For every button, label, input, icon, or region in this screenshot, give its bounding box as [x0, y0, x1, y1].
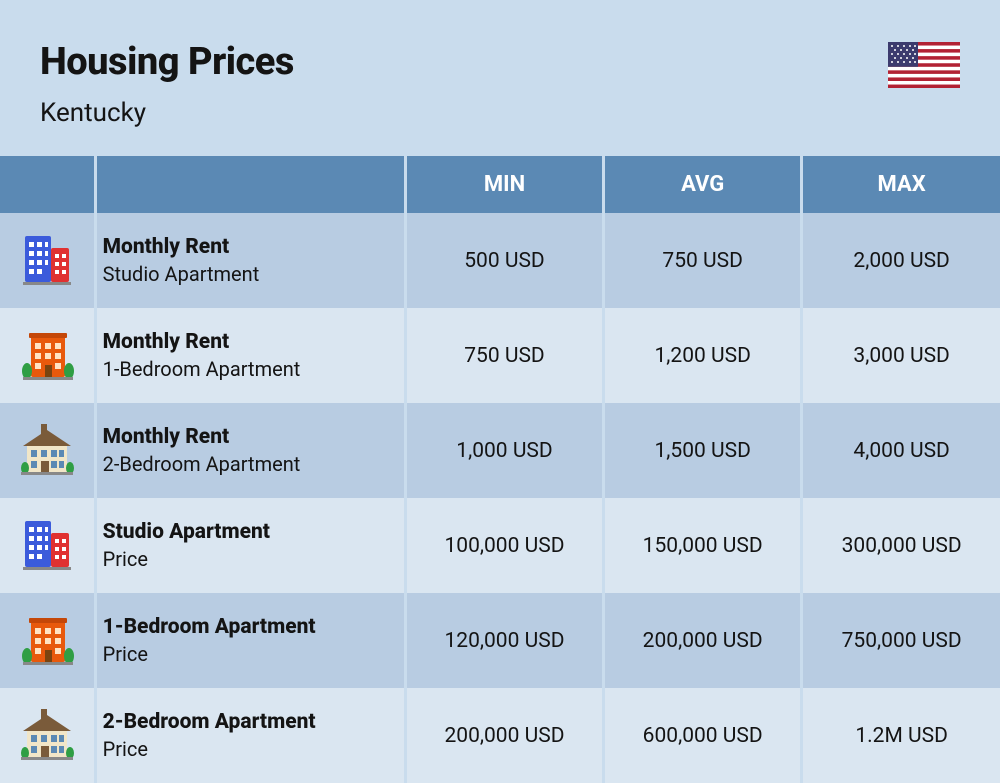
row-label: 2-Bedroom ApartmentPrice: [95, 688, 405, 783]
col-header-avg: AVG: [604, 156, 802, 213]
housing-panel: Housing Prices Kentucky: [0, 0, 1000, 776]
table-row: 1-Bedroom ApartmentPrice120,000 USD200,0…: [0, 593, 1000, 688]
house-beige-icon: [0, 403, 95, 498]
row-label: 1-Bedroom ApartmentPrice: [95, 593, 405, 688]
row-label: Monthly Rent2-Bedroom Apartment: [95, 403, 405, 498]
building-orange-icon: [0, 593, 95, 688]
row-subtitle: 1-Bedroom Apartment: [103, 356, 396, 382]
page-title: Housing Prices: [40, 40, 960, 84]
row-title: Monthly Rent: [103, 329, 396, 356]
cell-min: 100,000 USD: [405, 498, 603, 593]
panel-header: Housing Prices Kentucky: [0, 0, 1000, 156]
cell-avg: 1,200 USD: [604, 308, 802, 403]
row-label: Monthly RentStudio Apartment: [95, 213, 405, 308]
cell-max: 4,000 USD: [802, 403, 1000, 498]
cell-avg: 200,000 USD: [604, 593, 802, 688]
table-row: Studio ApartmentPrice100,000 USD150,000 …: [0, 498, 1000, 593]
row-subtitle: Price: [103, 546, 396, 572]
col-header-blank1: [0, 156, 95, 213]
cell-min: 500 USD: [405, 213, 603, 308]
row-title: 2-Bedroom Apartment: [103, 709, 396, 736]
row-title: 1-Bedroom Apartment: [103, 614, 396, 641]
usa-flag-icon: [888, 42, 960, 92]
table-header-row: MIN AVG MAX: [0, 156, 1000, 213]
row-subtitle: 2-Bedroom Apartment: [103, 451, 396, 477]
house-beige-icon: [0, 688, 95, 783]
table-row: 2-Bedroom ApartmentPrice200,000 USD600,0…: [0, 688, 1000, 783]
col-header-min: MIN: [405, 156, 603, 213]
cell-min: 1,000 USD: [405, 403, 603, 498]
row-label: Monthly Rent1-Bedroom Apartment: [95, 308, 405, 403]
table-row: Monthly Rent2-Bedroom Apartment1,000 USD…: [0, 403, 1000, 498]
cell-min: 750 USD: [405, 308, 603, 403]
row-subtitle: Studio Apartment: [103, 261, 396, 287]
table-row: Monthly Rent1-Bedroom Apartment750 USD1,…: [0, 308, 1000, 403]
page-subtitle: Kentucky: [40, 98, 960, 128]
col-header-max: MAX: [802, 156, 1000, 213]
cell-max: 750,000 USD: [802, 593, 1000, 688]
pricing-table: MIN AVG MAX Monthly RentStudio Apartment…: [0, 156, 1000, 783]
row-title: Monthly Rent: [103, 234, 396, 261]
cell-min: 200,000 USD: [405, 688, 603, 783]
col-header-blank2: [95, 156, 405, 213]
cell-max: 3,000 USD: [802, 308, 1000, 403]
cell-avg: 600,000 USD: [604, 688, 802, 783]
cell-avg: 150,000 USD: [604, 498, 802, 593]
cell-avg: 1,500 USD: [604, 403, 802, 498]
cell-avg: 750 USD: [604, 213, 802, 308]
cell-max: 1.2M USD: [802, 688, 1000, 783]
table-row: Monthly RentStudio Apartment500 USD750 U…: [0, 213, 1000, 308]
cell-min: 120,000 USD: [405, 593, 603, 688]
row-subtitle: Price: [103, 736, 396, 762]
row-title: Studio Apartment: [103, 519, 396, 546]
cell-max: 300,000 USD: [802, 498, 1000, 593]
row-title: Monthly Rent: [103, 424, 396, 451]
row-label: Studio ApartmentPrice: [95, 498, 405, 593]
building-colorful-icon: [0, 213, 95, 308]
building-colorful-icon: [0, 498, 95, 593]
cell-max: 2,000 USD: [802, 213, 1000, 308]
row-subtitle: Price: [103, 641, 396, 667]
building-orange-icon: [0, 308, 95, 403]
